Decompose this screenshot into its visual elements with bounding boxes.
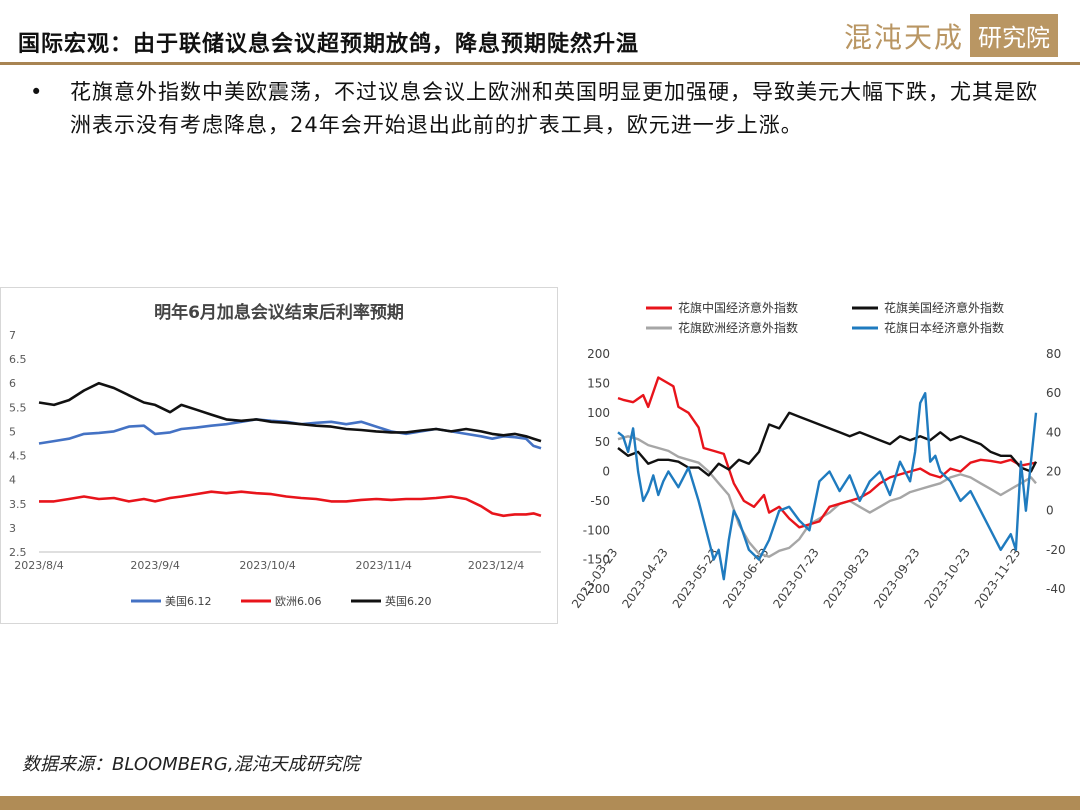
x-tick-label: 2023/9/4 <box>130 559 179 572</box>
logo-script-text: 混沌天成 <box>843 20 964 54</box>
legend-label: 欧洲6.06 <box>275 595 322 608</box>
y-left-tick-label: -50 <box>590 494 610 508</box>
data-source: 数据来源：BLOOMBERG,混沌天成研究院 <box>22 754 360 775</box>
x-tick-label: 2023/8/4 <box>14 559 63 572</box>
y-left-tick-label: 100 <box>587 406 610 420</box>
bullet-text: 花旗意外指数中美欧震荡，不过议息会议上欧洲和英国明显更加强硬，导致美元大幅下跌，… <box>70 80 1038 137</box>
y-tick-label: 3.5 <box>9 498 27 511</box>
legend-label: 美国6.12 <box>165 595 212 608</box>
y-tick-label: 4.5 <box>9 450 27 463</box>
bullet-point: • 花旗意外指数中美欧震荡，不过议息会议上欧洲和英国明显更加强硬，导致美元大幅下… <box>30 76 1050 142</box>
x-tick-label: 2023-08-23 <box>821 546 872 610</box>
y-left-tick-label: 50 <box>595 435 610 449</box>
legend-label: 英国6.20 <box>385 594 432 608</box>
y-left-tick-label: 0 <box>602 465 610 479</box>
y-tick-label: 5.5 <box>9 401 27 414</box>
y-tick-label: 6.5 <box>9 353 27 366</box>
y-right-tick-label: -20 <box>1046 543 1066 557</box>
x-tick-label: 2023-10-23 <box>922 546 973 610</box>
y-right-tick-label: -40 <box>1046 582 1066 596</box>
y-right-tick-label: 60 <box>1046 386 1061 400</box>
x-tick-label: 2023/11/4 <box>355 559 411 572</box>
y-tick-label: 7 <box>9 329 16 342</box>
company-logo: 混沌天成 研究院 <box>844 14 1058 57</box>
bullet-marker: • <box>30 80 43 104</box>
legend-label: 花旗日本经济意外指数 <box>884 320 1004 335</box>
y-tick-label: 6 <box>9 377 16 390</box>
y-left-tick-label: -150 <box>583 553 610 567</box>
y-tick-label: 5 <box>9 425 16 438</box>
x-tick-label: 2023-07-23 <box>770 546 821 610</box>
series-line <box>38 381 542 443</box>
rate-expectation-chart: 明年6月加息会议结束后利率预期 2.5 3 3.5 4 4.5 5 5.5 6 6.5 7 2023… <box>0 287 558 624</box>
y-right-tick-label: 40 <box>1046 425 1061 439</box>
citi-surprise-chart: -200 -150 -100 -50 0 50 100 150 200 -40 -20 0 20 40 60… <box>566 290 1080 611</box>
chart-title: 明年6月加息会议结束后利率预期 <box>154 302 404 323</box>
series-line <box>39 490 542 518</box>
citi-surprise-chart-svg: -200-150-100-50050100150200-40-200204060… <box>569 300 1066 611</box>
y-left-tick-label: -100 <box>583 523 610 537</box>
footer-bar <box>0 796 1080 810</box>
series-line <box>617 376 1037 529</box>
legend-label: 花旗美国经济意外指数 <box>884 300 1004 315</box>
series-line <box>617 411 1038 477</box>
title-divider <box>0 62 1080 65</box>
x-tick-label: 2023/12/4 <box>468 559 524 572</box>
y-right-tick-label: 20 <box>1046 465 1061 479</box>
x-tick-label: 2023/10/4 <box>239 559 295 572</box>
title-bar: 国际宏观：由于联储议息会议超预期放鸽，降息预期陡然升温 混沌天成 研究院 <box>0 0 1080 66</box>
x-tick-label: 2023-09-23 <box>871 546 922 610</box>
legend-label: 花旗中国经济意外指数 <box>678 300 798 315</box>
rate-expectation-chart-svg: 明年6月加息会议结束后利率预期 2.5 3 3.5 4 4.5 5 5.5 6 6.5 7 2023… <box>9 302 542 608</box>
legend-label: 花旗欧洲经济意外指数 <box>678 320 798 335</box>
x-tick-label: 2023-04-23 <box>619 546 670 610</box>
y-right-tick-label: 80 <box>1046 347 1061 361</box>
y-right-tick-label: 0 <box>1046 504 1054 518</box>
y-tick-label: 4 <box>9 474 16 487</box>
series-line <box>617 435 1037 558</box>
y-left-tick-label: 200 <box>587 347 610 361</box>
logo-box-text: 研究院 <box>970 14 1058 57</box>
series-line <box>617 391 1038 581</box>
x-tick-label: 2023-11-23 <box>972 546 1023 610</box>
page-title: 国际宏观：由于联储议息会议超预期放鸽，降息预期陡然升温 <box>18 32 640 57</box>
y-left-tick-label: -200 <box>583 582 610 596</box>
y-tick-label: 3 <box>9 522 16 535</box>
y-tick-label: 2.5 <box>9 546 27 559</box>
y-left-tick-label: 150 <box>587 376 610 390</box>
